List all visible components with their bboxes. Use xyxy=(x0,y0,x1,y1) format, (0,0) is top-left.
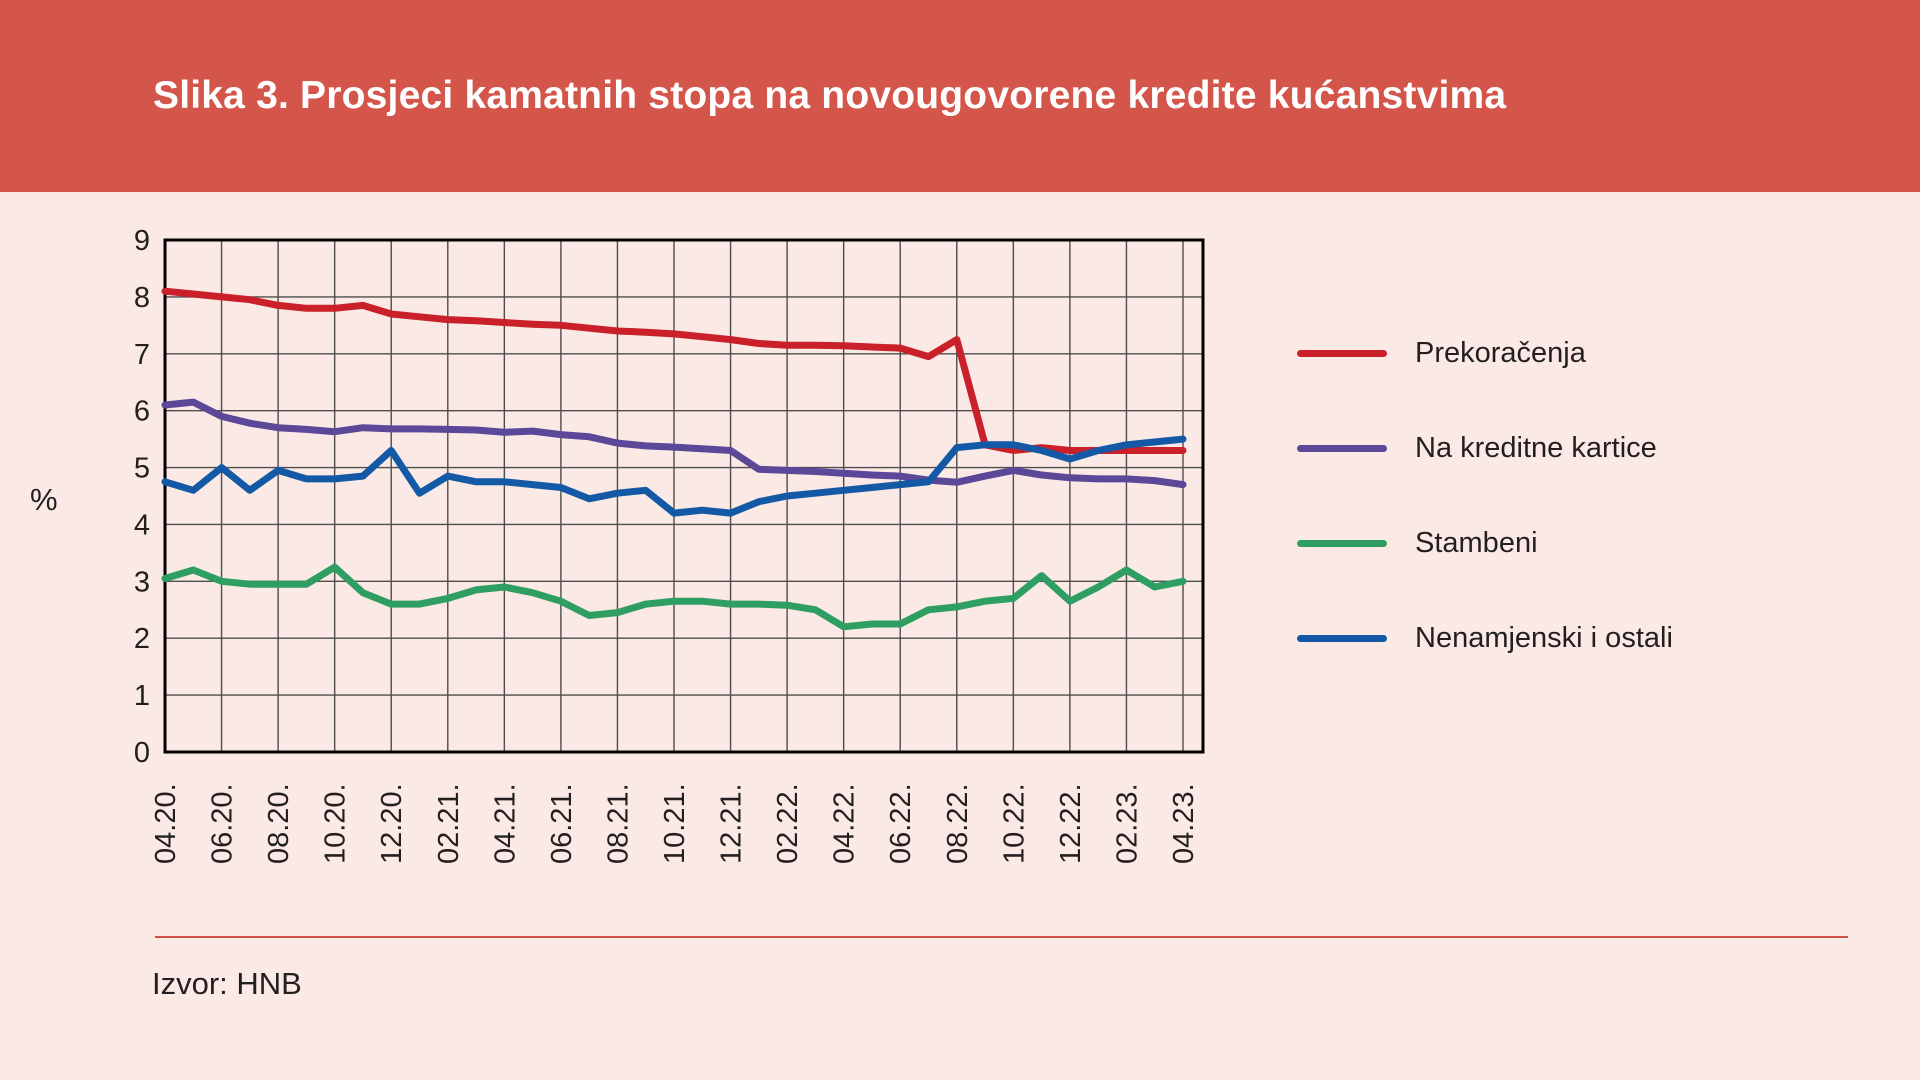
x-tick-label: 02.21. xyxy=(433,783,465,864)
x-tick-label: 10.20. xyxy=(320,783,352,864)
legend-item-prekoracenja: Prekoračenja xyxy=(1297,336,1673,369)
x-tick-label: 10.22. xyxy=(998,783,1030,864)
x-tick-label: 06.22. xyxy=(885,783,917,864)
x-tick-label: 04.21. xyxy=(489,783,521,864)
x-tick-label: 04.20. xyxy=(150,783,182,864)
x-tick-label: 04.23. xyxy=(1168,783,1200,864)
y-axis-unit-label: % xyxy=(30,482,58,517)
x-tick-label: 10.21. xyxy=(659,783,691,864)
line-chart: 0 1 2 3 4 5 6 7 8 9 04.20. 06.20. 08.20. 10.20. 12.20.… xyxy=(100,210,1260,900)
legend-item-na-kreditne-kartice: Na kreditne kartice xyxy=(1297,431,1673,464)
x-tick-label: 08.20. xyxy=(263,783,295,864)
y-tick-label: 6 xyxy=(134,396,150,428)
chart-title: Slika 3. Prosjeci kamatnih stopa na novo… xyxy=(153,74,1507,117)
x-tick-label: 08.22. xyxy=(942,783,974,864)
legend-line-sample xyxy=(1297,444,1387,452)
y-tick-label: 9 xyxy=(134,225,150,257)
y-tick-label: 3 xyxy=(134,566,150,598)
x-tick-label: 02.22. xyxy=(772,783,804,864)
series-line xyxy=(161,563,1187,631)
x-tick-label: 06.21. xyxy=(546,783,578,864)
legend-line-sample xyxy=(1297,539,1387,547)
y-tick-label: 2 xyxy=(134,623,150,655)
x-tick-label: 12.22. xyxy=(1055,783,1087,864)
y-tick-label: 7 xyxy=(134,339,150,371)
legend-label: Prekoračenja xyxy=(1415,336,1586,369)
x-tick-label: 08.21. xyxy=(602,783,634,864)
y-tick-label: 1 xyxy=(134,680,150,712)
x-tick-label: 04.22. xyxy=(829,783,861,864)
legend-label: Nenamjenski i ostali xyxy=(1415,621,1673,654)
series-line xyxy=(161,398,1187,489)
x-tick-label: 06.20. xyxy=(207,783,239,864)
series-line xyxy=(161,287,1187,454)
plot-frame xyxy=(163,238,1205,754)
x-tick-label: 12.21. xyxy=(716,783,748,864)
source-note: Izvor: HNB xyxy=(152,966,302,1001)
legend-line-sample xyxy=(1297,634,1387,642)
legend-line-sample xyxy=(1297,349,1387,357)
x-tick-label: 12.20. xyxy=(376,783,408,864)
y-tick-label: 0 xyxy=(134,737,150,769)
legend-item-nenamjenski-i-ostali: Nenamjenski i ostali xyxy=(1297,621,1673,654)
y-tick-label: 4 xyxy=(134,509,150,541)
header-band: Slika 3. Prosjeci kamatnih stopa na novo… xyxy=(0,0,1920,192)
series-line xyxy=(161,435,1187,517)
chart-canvas: 0 1 2 3 4 5 6 7 8 9 04.20. 06.20. 08.20. 10.20. 12.20.… xyxy=(134,225,1205,864)
footer-divider xyxy=(155,936,1848,938)
legend-item-stambeni: Stambeni xyxy=(1297,526,1673,559)
y-tick-label: 5 xyxy=(134,453,150,485)
chart-legend: Prekoračenja Na kreditne kartice Stamben… xyxy=(1297,336,1673,654)
legend-label: Stambeni xyxy=(1415,526,1538,559)
legend-label: Na kreditne kartice xyxy=(1415,431,1657,464)
x-tick-label: 02.23. xyxy=(1111,783,1143,864)
y-tick-label: 8 xyxy=(134,282,150,314)
